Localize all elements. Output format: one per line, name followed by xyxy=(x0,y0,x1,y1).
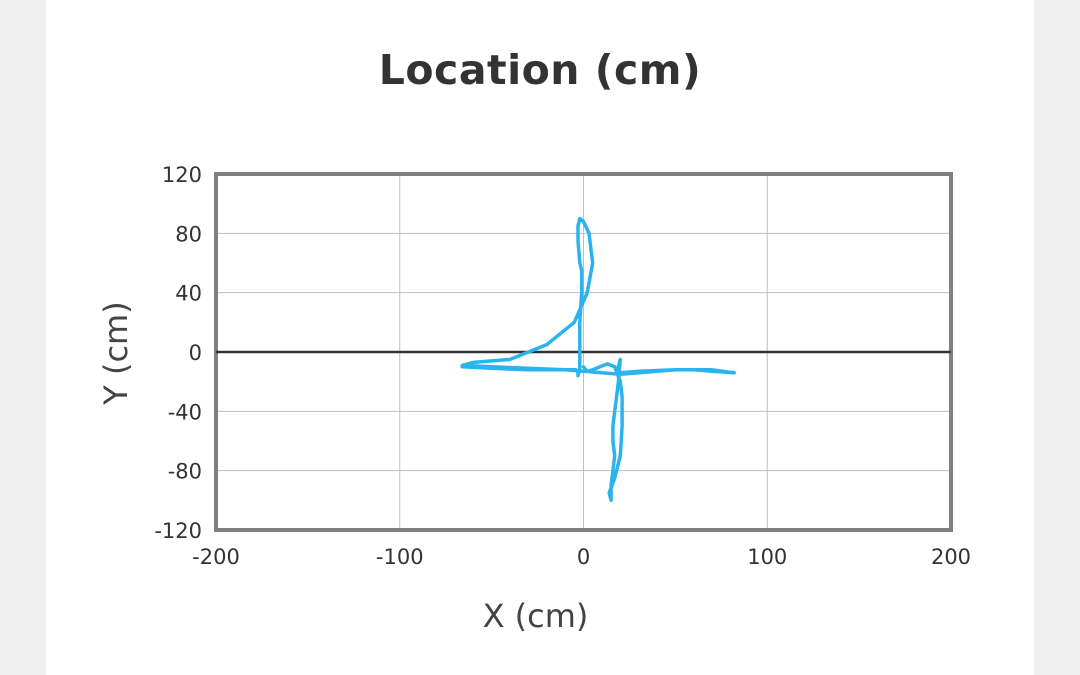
y-tick-label: 0 xyxy=(189,341,202,365)
y-tick-label: 40 xyxy=(175,282,202,306)
y-tick-label: -120 xyxy=(154,519,202,543)
y-axis-label: Y (cm) xyxy=(97,301,135,405)
y-tick-label: 120 xyxy=(162,163,202,187)
chart-title: Location (cm) xyxy=(378,46,702,94)
x-tick-label: -200 xyxy=(192,545,240,569)
x-tick-label: -100 xyxy=(376,545,424,569)
y-tick-label: 80 xyxy=(175,222,202,246)
x-tick-label: 0 xyxy=(577,545,590,569)
chart-svg: 120 80 40 0 -40 -80 -120 -200 -100 0 100 200 X (cm… xyxy=(97,163,971,635)
chart-card: Location (cm) 120 80 40 0 -40 -80 -120 -200 -10… xyxy=(46,0,1034,675)
x-tick-label: 200 xyxy=(931,545,971,569)
y-tick-label: -40 xyxy=(168,400,202,424)
x-tick-labels: -200 -100 0 100 200 xyxy=(192,545,971,569)
y-tick-labels: 120 80 40 0 -40 -80 -120 xyxy=(154,163,202,543)
y-tick-label: -80 xyxy=(168,460,202,484)
series-line xyxy=(460,216,736,503)
series-layer xyxy=(460,216,736,503)
x-axis-label: X (cm) xyxy=(483,597,589,635)
x-tick-label: 100 xyxy=(747,545,787,569)
